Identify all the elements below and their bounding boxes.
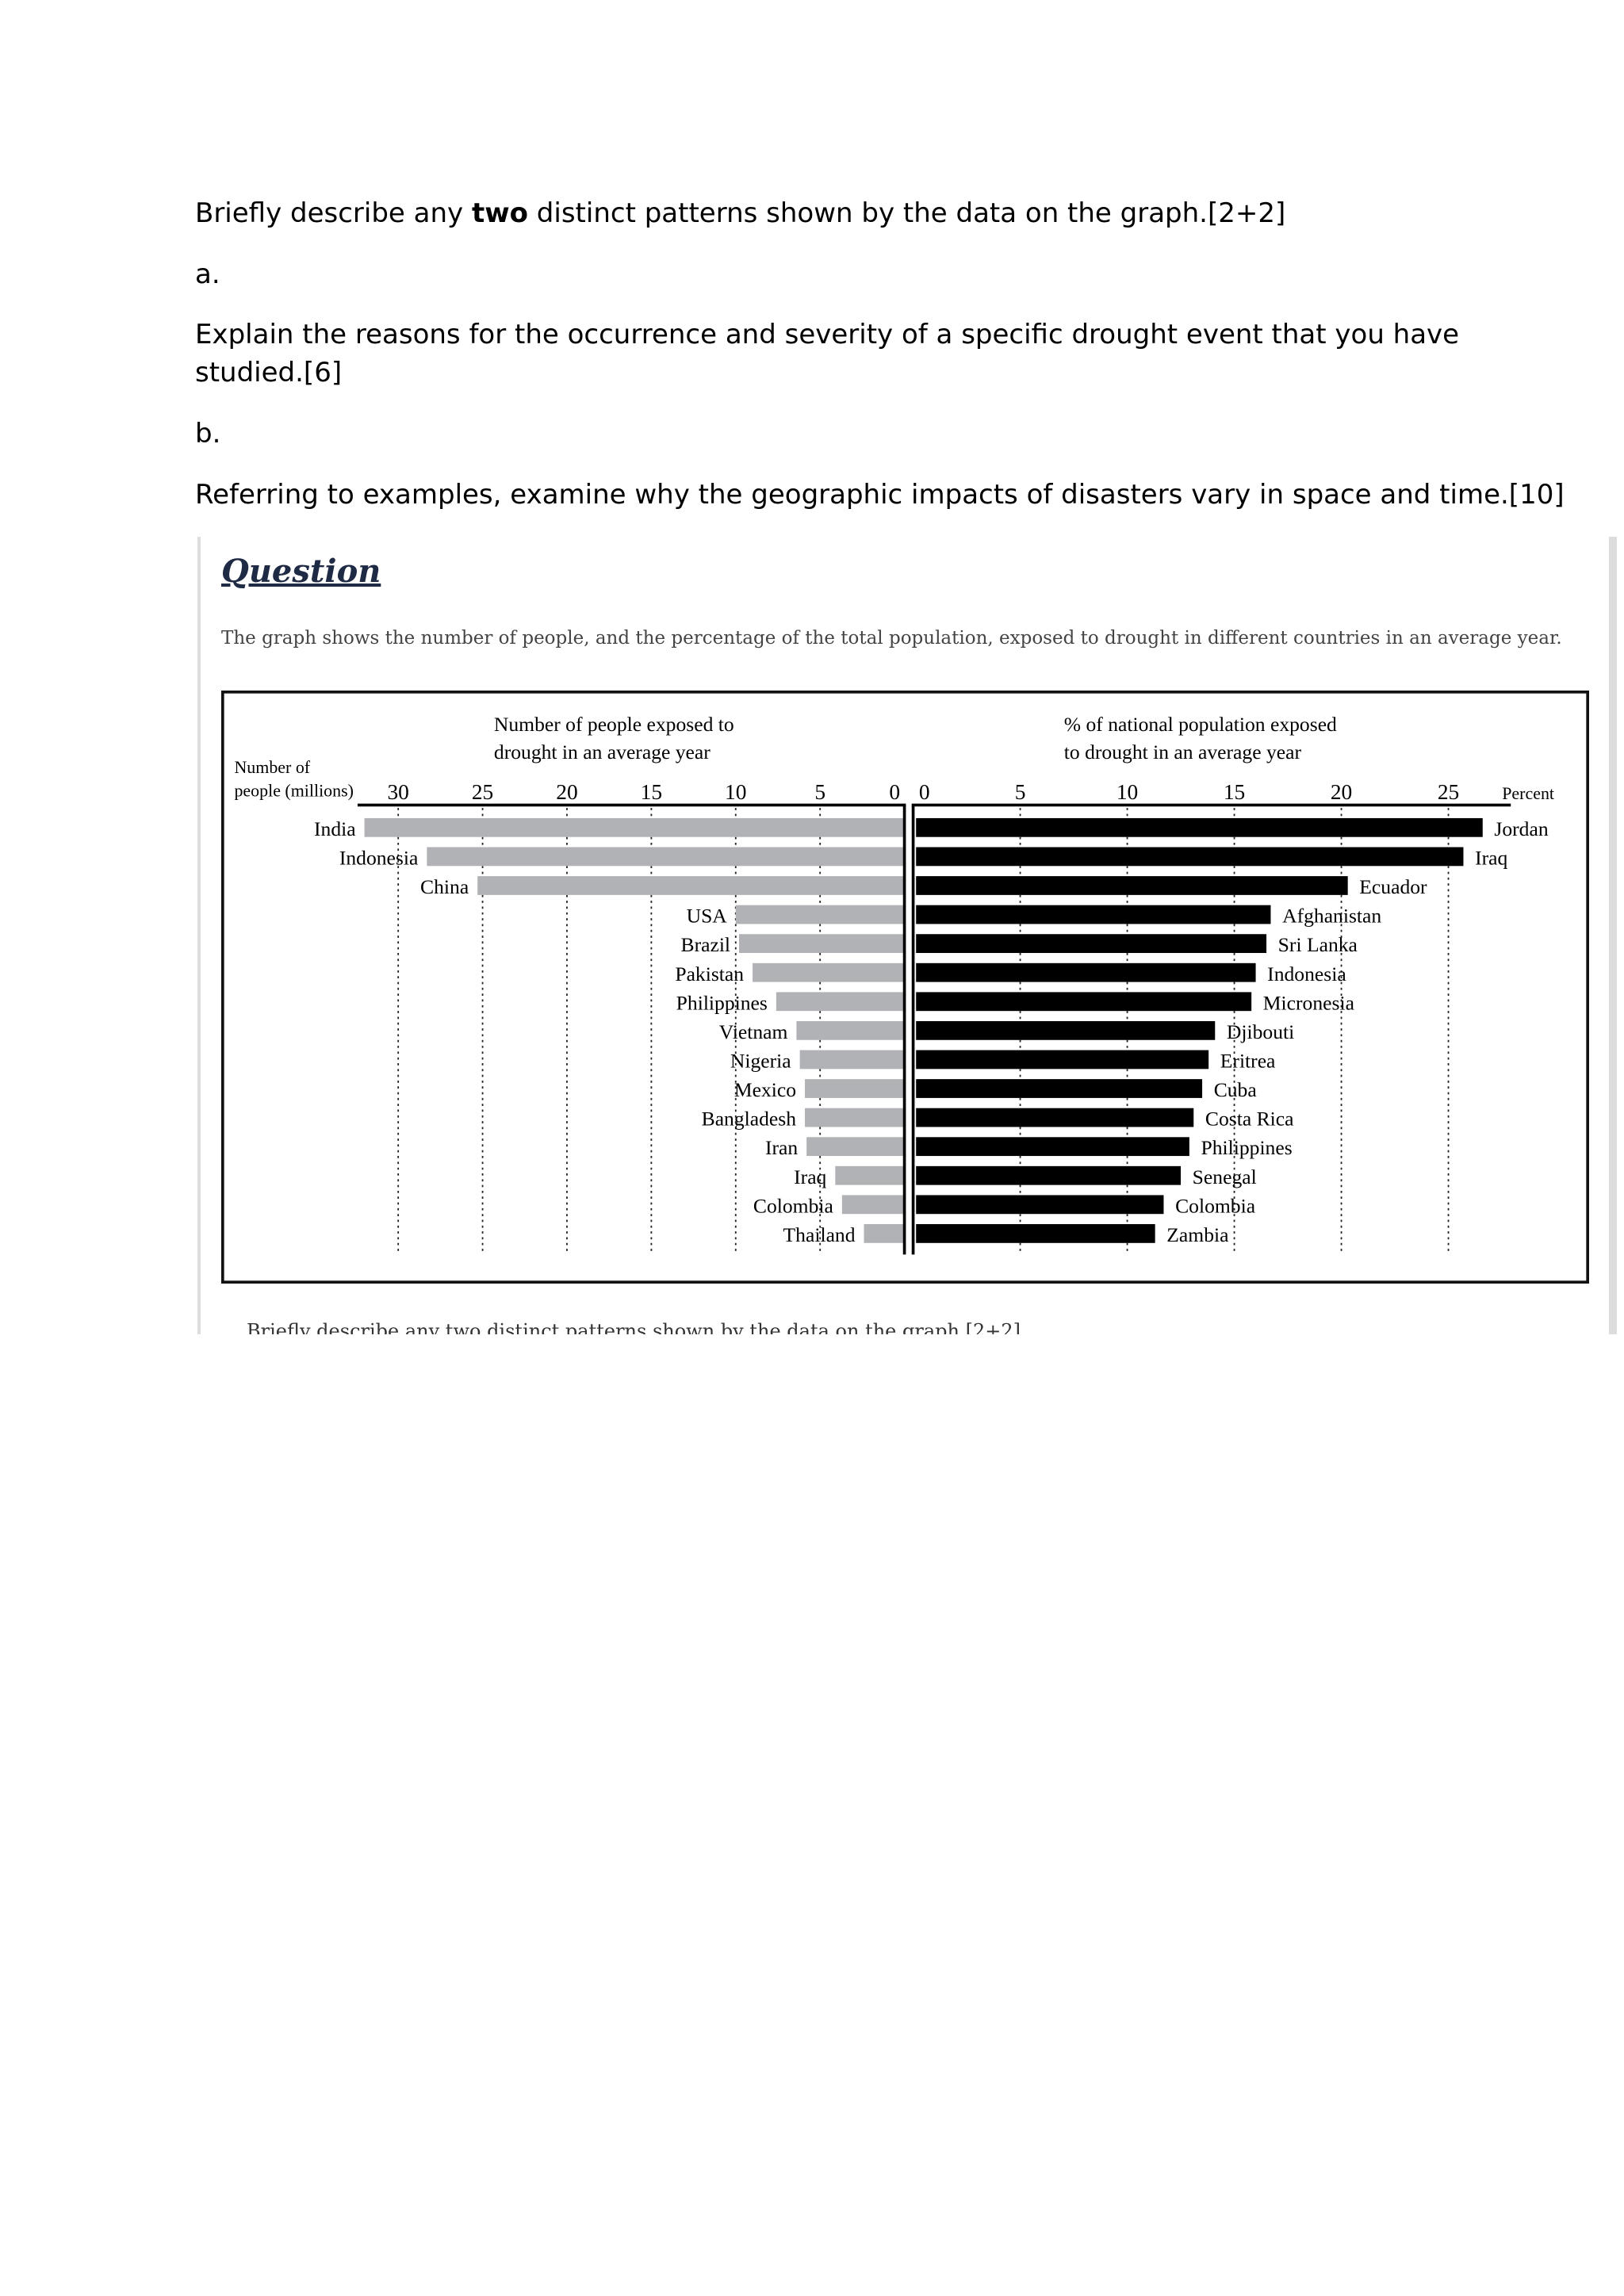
left-category-label: India [314, 817, 356, 840]
right-category-label: Eritrea [1220, 1050, 1276, 1073]
left-bar-iran [806, 1137, 905, 1157]
left-bar-nigeria [799, 1050, 905, 1070]
right-bar-senegal [916, 1165, 1182, 1185]
right-bar-colombia [916, 1195, 1164, 1215]
right-bar-afghanistan [916, 905, 1271, 924]
right-bar-eritrea [916, 1050, 1209, 1070]
left-tick-label: 0 [889, 780, 900, 804]
left-category-label: Pakistan [675, 962, 744, 985]
left-bar-thailand [864, 1224, 905, 1243]
right-bar-sri-lanka [916, 934, 1267, 954]
left-bar-philippines [776, 992, 905, 1012]
right-bar-indonesia [916, 962, 1256, 982]
left-bar-pakistan [753, 962, 905, 982]
left-category-label: Bangladesh [702, 1108, 797, 1131]
left-category-label: China [420, 875, 469, 898]
panel-title: Question [221, 553, 381, 590]
right-category-label: Zambia [1166, 1223, 1229, 1246]
cutoff-question-text: Briefly describe any two distinct patter… [247, 1320, 1021, 1334]
right-axis-unit: Percent [1502, 783, 1554, 803]
left-tick-label: 20 [556, 780, 577, 804]
left-tick-label: 15 [641, 780, 662, 804]
question-drought-event: Explain the reasons for the occurrence a… [195, 319, 1460, 388]
right-category-label: Ecuador [1359, 875, 1427, 898]
left-tick-label: 30 [387, 780, 408, 804]
panel-caption: The graph shows the number of people, an… [221, 628, 1562, 649]
right-bar-ecuador [916, 876, 1348, 895]
left-tick-label: 5 [814, 780, 825, 804]
right-tick-label: 15 [1224, 780, 1245, 804]
left-tick-label: 25 [472, 780, 493, 804]
right-bar-micronesia [916, 992, 1252, 1012]
right-chart-title-1: % of national population exposed [1064, 713, 1337, 736]
right-bar-cuba [916, 1079, 1203, 1098]
left-bar-iraq [835, 1165, 905, 1185]
right-category-label: Micronesia [1263, 991, 1355, 1014]
right-bar-djibouti [916, 1020, 1216, 1040]
right-category-label: Colombia [1175, 1194, 1256, 1217]
right-category-label: Cuba [1214, 1078, 1258, 1101]
right-category-label: Jordan [1494, 817, 1548, 840]
right-category-label: Djibouti [1227, 1020, 1294, 1043]
question-panel: Question The graph shows the number of p… [197, 537, 1617, 1334]
left-bar-china [477, 876, 905, 895]
left-category-label: Indonesia [339, 846, 419, 869]
right-tick-label: 0 [919, 780, 930, 804]
right-category-label: Philippines [1201, 1136, 1292, 1159]
right-bar-iraq [916, 847, 1464, 867]
question-patterns: Briefly describe any two distinct patter… [195, 197, 1286, 229]
left-axis-label-1: Number of [234, 757, 310, 777]
drought-chart: Number of people exposed to drought in a… [221, 691, 1589, 1284]
right-category-label: Costa Rica [1205, 1108, 1294, 1131]
right-category-label: Sri Lanka [1278, 933, 1358, 956]
left-category-label: Vietnam [719, 1020, 788, 1043]
left-bar-mexico [805, 1079, 905, 1098]
right-tick-label: 10 [1116, 780, 1138, 804]
left-bar-indonesia [427, 847, 905, 867]
part-a-label: a. [195, 258, 220, 290]
right-category-label: Afghanistan [1282, 905, 1381, 928]
right-bar-philippines [916, 1137, 1189, 1157]
left-bar-usa [735, 905, 905, 924]
part-b-label: b. [195, 418, 221, 450]
left-category-label: Thailand [783, 1223, 856, 1246]
left-category-label: Nigeria [730, 1050, 791, 1073]
left-bar-vietnam [796, 1020, 905, 1040]
left-chart-title-1: Number of people exposed to [494, 713, 734, 736]
left-category-label: Colombia [753, 1194, 834, 1217]
left-chart-title-2: drought in an average year [494, 740, 710, 763]
left-category-label: USA [687, 905, 728, 928]
left-axis-label-2: people (millions) [234, 781, 354, 801]
left-category-label: Philippines [676, 991, 768, 1014]
left-category-label: Brazil [681, 933, 731, 956]
right-category-label: Iraq [1475, 846, 1507, 869]
left-bar-india [364, 817, 905, 837]
right-bar-costa-rica [916, 1108, 1194, 1127]
right-tick-label: 5 [1015, 780, 1026, 804]
right-category-label: Indonesia [1267, 962, 1346, 985]
left-bar-colombia [841, 1195, 905, 1215]
left-tick-label: 10 [725, 780, 746, 804]
left-category-label: Mexico [734, 1078, 796, 1101]
right-category-label: Senegal [1193, 1165, 1257, 1188]
right-tick-label: 25 [1438, 780, 1459, 804]
left-category-label: Iraq [794, 1165, 826, 1188]
right-chart-title-2: to drought in an average year [1064, 740, 1302, 763]
left-bar-bangladesh [805, 1108, 905, 1127]
right-bar-zambia [916, 1224, 1155, 1243]
left-category-label: Iran [765, 1136, 798, 1159]
left-bar-brazil [739, 934, 905, 954]
right-bar-jordan [916, 817, 1483, 837]
question-impacts: Referring to examples, examine why the g… [195, 479, 1565, 511]
right-tick-label: 20 [1331, 780, 1352, 804]
